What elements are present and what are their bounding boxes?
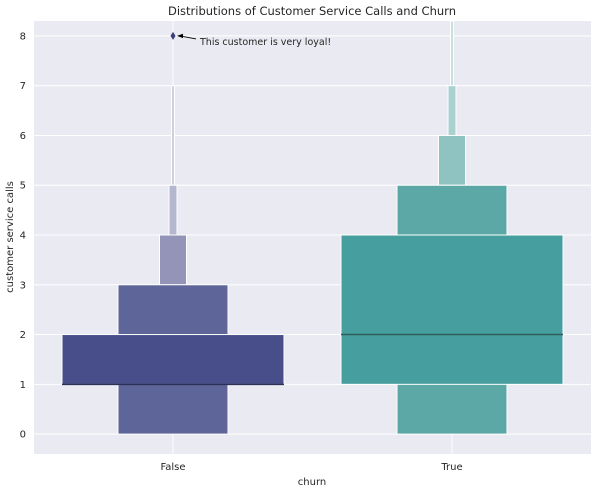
boxen-box-false-level-3 (168, 184, 178, 236)
median-lines (62, 333, 563, 386)
boxen-box-true-level-0 (340, 234, 564, 385)
boxen-boxes (61, 20, 564, 435)
x-axis-label: churn (298, 477, 326, 488)
y-tick-label: 1 (20, 380, 26, 391)
annotation-text: This customer is very loyal! (199, 37, 331, 48)
outlier-points (170, 31, 176, 40)
boxen-box-false-level-4 (171, 85, 175, 186)
boxen-box-false-level-2 (159, 234, 187, 286)
y-tick-label: 2 (20, 330, 26, 341)
x-tick-label: True (440, 462, 462, 473)
annotation: This customer is very loyal! (177, 33, 331, 48)
y-axis-label: customer service calls (5, 181, 16, 293)
annotation-arrowhead (177, 33, 183, 39)
outlier-point (170, 31, 176, 40)
y-tick-label: 7 (20, 81, 26, 92)
boxen-box-true-level-3 (447, 85, 457, 136)
boxen-box-false-level-0 (61, 334, 285, 385)
boxen-box-true-level-4 (450, 20, 454, 87)
y-tick-label: 6 (20, 131, 26, 142)
y-tick-labels: 0 1 2 3 4 5 6 7 8 (20, 31, 26, 440)
y-tick-label: 8 (20, 31, 26, 42)
x-tick-labels: False True (160, 462, 462, 473)
y-tick-label: 5 (20, 181, 26, 192)
y-tick-label: 0 (20, 430, 26, 441)
x-tick-label: False (160, 462, 185, 473)
boxen-box-true-level-2 (438, 134, 466, 186)
y-tick-label: 4 (20, 231, 26, 242)
chart-title: Distributions of Customer Service Calls … (168, 4, 456, 18)
y-tick-label: 3 (20, 280, 26, 291)
